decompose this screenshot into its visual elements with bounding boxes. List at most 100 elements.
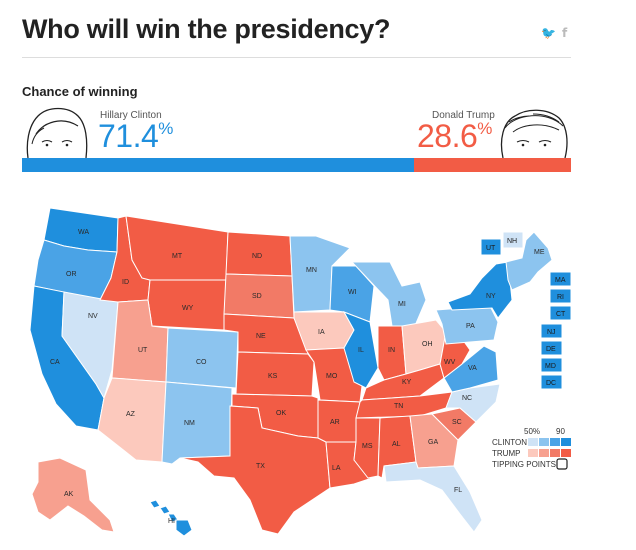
svg-text:MS: MS	[362, 443, 373, 450]
state-fl[interactable]: FL	[383, 461, 483, 533]
svg-text:AZ: AZ	[126, 411, 136, 418]
svg-text:SC: SC	[452, 419, 462, 426]
state-tx[interactable]: TX	[179, 405, 331, 535]
legend-trump-label: TRUMP	[492, 449, 520, 458]
svg-text:UT: UT	[486, 245, 496, 252]
twitter-share-icon[interactable]: 🐦	[541, 26, 556, 40]
state-mt[interactable]: MT	[125, 215, 229, 281]
svg-text:SD: SD	[252, 293, 262, 300]
svg-text:OH: OH	[422, 341, 433, 348]
state-in[interactable]: IN	[377, 325, 407, 381]
svg-text:IL: IL	[358, 347, 364, 354]
svg-text:WA: WA	[78, 229, 89, 236]
header-divider	[22, 57, 571, 58]
state-box-de[interactable]: DE	[540, 340, 563, 356]
legend-scale-low: 50%	[524, 427, 540, 436]
legend-swatch-r1	[539, 449, 549, 457]
legend-clinton-label: CLINTON	[492, 438, 527, 447]
state-box-md[interactable]: MD	[540, 357, 563, 373]
clinton-portrait-icon	[26, 107, 88, 158]
state-va[interactable]: VA	[443, 345, 499, 393]
legend-swatch-d2	[550, 438, 560, 446]
svg-text:ME: ME	[534, 249, 545, 256]
state-pa[interactable]: PA	[435, 305, 499, 345]
legend-tipping-label: TIPPING POINTS	[492, 460, 556, 469]
svg-text:NH: NH	[507, 238, 517, 245]
svg-text:ID: ID	[122, 279, 129, 286]
svg-text:DC: DC	[546, 380, 556, 387]
page-title: Who will win the presidency?	[22, 14, 391, 44]
svg-text:MA: MA	[555, 277, 566, 284]
svg-text:NV: NV	[88, 313, 98, 320]
state-il[interactable]: IL	[342, 311, 379, 389]
svg-text:WY: WY	[182, 305, 194, 312]
state-box-ct[interactable]: CT	[549, 305, 572, 321]
state-az[interactable]: AZ	[97, 377, 167, 463]
state-ak[interactable]: AK	[31, 457, 115, 533]
svg-text:KS: KS	[268, 373, 278, 380]
state-mi[interactable]: MI	[350, 261, 427, 329]
tipping-point-swatch-icon	[556, 458, 568, 470]
legend-swatch-d3	[561, 438, 571, 446]
svg-text:CT: CT	[556, 311, 566, 318]
state-box-ri[interactable]: RI	[549, 288, 572, 304]
state-co[interactable]: CO	[165, 327, 239, 389]
svg-text:FL: FL	[454, 487, 462, 494]
svg-text:HI: HI	[168, 518, 175, 525]
svg-text:VA: VA	[468, 365, 477, 372]
trump-portrait-icon	[500, 109, 568, 158]
state-ne-corner[interactable]: ME	[505, 231, 553, 291]
state-ks[interactable]: KS	[235, 351, 315, 397]
svg-text:MN: MN	[306, 267, 317, 274]
state-hi[interactable]: HI	[149, 499, 193, 537]
svg-text:CO: CO	[196, 359, 207, 366]
trump-name: Donald Trump	[432, 110, 495, 121]
legend-swatch-r3	[561, 449, 571, 457]
svg-text:NC: NC	[462, 395, 472, 402]
state-nd[interactable]: ND	[225, 231, 293, 277]
trump-probability: 28.6%	[417, 118, 492, 154]
svg-text:MD: MD	[545, 363, 556, 370]
state-box-nh[interactable]: NH	[502, 231, 524, 249]
clinton-probability: 71.4%	[98, 118, 173, 154]
state-wy[interactable]: WY	[147, 279, 227, 331]
state-box-vt[interactable]: UT	[480, 238, 502, 256]
svg-text:IA: IA	[318, 329, 325, 336]
chance-of-winning-heading: Chance of winning	[22, 84, 138, 99]
legend-swatch-d1	[539, 438, 549, 446]
svg-text:MT: MT	[172, 253, 183, 260]
svg-text:AR: AR	[330, 419, 340, 426]
svg-text:TN: TN	[394, 403, 403, 410]
svg-text:CA: CA	[50, 359, 60, 366]
svg-text:NJ: NJ	[547, 329, 556, 336]
svg-text:DE: DE	[546, 346, 556, 353]
svg-text:KY: KY	[402, 379, 412, 386]
trump-probability-segment	[413, 158, 571, 172]
legend-swatch-r2	[550, 449, 560, 457]
state-box-nj[interactable]: NJ	[540, 323, 563, 339]
state-sd[interactable]: SD	[223, 273, 295, 319]
clinton-name: Hillary Clinton	[100, 110, 162, 121]
legend-swatch-d0	[528, 438, 538, 446]
svg-text:AL: AL	[392, 441, 401, 448]
facebook-share-icon[interactable]: f	[562, 26, 568, 40]
state-box-ma[interactable]: MA	[549, 271, 572, 287]
clinton-probability-segment	[22, 158, 414, 172]
svg-text:OR: OR	[66, 271, 77, 278]
northeast-state-boxes: UT NH MA RI CT NJ DE MD DC	[480, 231, 572, 390]
svg-text:WV: WV	[444, 359, 456, 366]
svg-text:OK: OK	[276, 410, 286, 417]
svg-text:NM: NM	[184, 420, 195, 427]
svg-text:PA: PA	[466, 323, 475, 330]
svg-text:MI: MI	[398, 301, 406, 308]
svg-text:IN: IN	[388, 347, 395, 354]
svg-text:UT: UT	[138, 347, 148, 354]
svg-text:ND: ND	[252, 253, 262, 260]
svg-text:NE: NE	[256, 333, 266, 340]
state-nm[interactable]: NM	[161, 381, 233, 465]
svg-text:TX: TX	[256, 463, 265, 470]
state-ar[interactable]: AR	[317, 399, 361, 443]
map-legend: 50% 90 CLINTON TRUMP TIPPING POINTS	[492, 427, 571, 470]
state-box-dc[interactable]: DC	[540, 374, 563, 390]
